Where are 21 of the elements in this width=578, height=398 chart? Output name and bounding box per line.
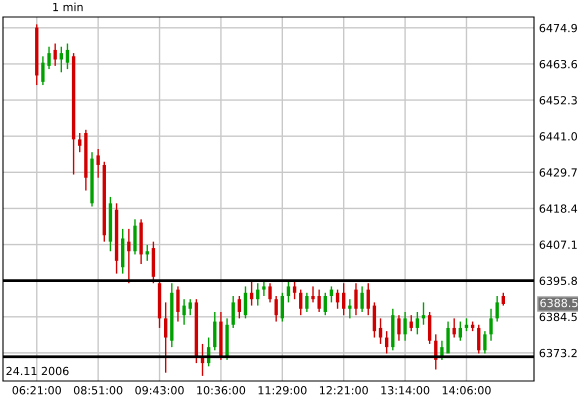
y-tick-label: 6384.5 xyxy=(540,312,577,322)
x-tick-label: 06:21:00 xyxy=(12,386,61,394)
x-tick-label: 09:43:00 xyxy=(135,386,184,394)
y-tick-label: 6373.2 xyxy=(540,348,577,358)
x-tick-label: 12:21:00 xyxy=(320,386,368,394)
y-tick-label: 6395.8 xyxy=(540,276,577,286)
y-tick-label: 6429.7 xyxy=(540,168,577,177)
y-tick-label: 6474.9 xyxy=(540,24,577,32)
y-tick-label: 6407.1 xyxy=(540,240,577,249)
y-tick-label: 6418.4 xyxy=(540,204,578,213)
x-tick-label: 14:06:00 xyxy=(442,386,491,394)
x-tick-label: 10:36:00 xyxy=(197,386,246,394)
annotation: 24.11 2006 xyxy=(6,366,69,376)
x-tick-label: 08:51:00 xyxy=(74,386,122,394)
text: 6388.5 xyxy=(540,298,578,308)
x-tick-label: 11:29:00 xyxy=(258,386,307,394)
x-tick-label: 13:14:00 xyxy=(381,386,430,394)
y-tick-label: 6441.0 xyxy=(540,132,577,141)
y-tick-label: 6452.3 xyxy=(540,96,577,104)
chart-title: 1 min xyxy=(53,2,83,12)
y-tick-label: 6463.6 xyxy=(540,60,578,68)
